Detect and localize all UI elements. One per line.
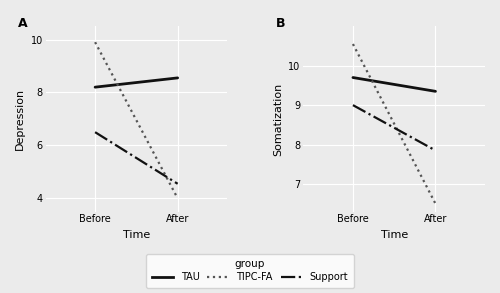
Y-axis label: Depression: Depression [15,88,25,150]
Y-axis label: Somatization: Somatization [273,82,283,156]
X-axis label: Time: Time [122,230,150,240]
Text: A: A [18,17,28,30]
Legend: TAU, TIPC-FA, Support: TAU, TIPC-FA, Support [146,253,354,288]
X-axis label: Time: Time [380,230,408,240]
Text: B: B [276,17,285,30]
